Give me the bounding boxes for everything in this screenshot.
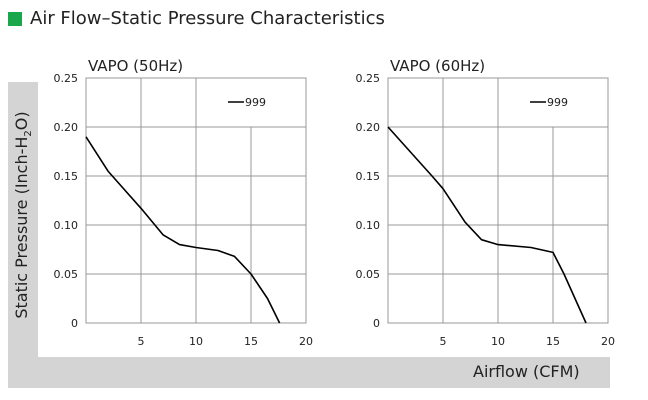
- y-tick-label: 0: [71, 317, 78, 330]
- y-tick-label: 0.05: [356, 268, 381, 281]
- title-marker: [8, 12, 22, 26]
- y-tick-label: 0.25: [356, 72, 381, 85]
- x-tick-label: 10: [491, 335, 505, 348]
- y-tick-label: 0.20: [356, 121, 381, 134]
- series-line-999: [85, 136, 281, 324]
- x-tick-label: 5: [440, 335, 447, 348]
- series-line-999: [387, 126, 587, 324]
- chart-title: VAPO (60Hz): [390, 57, 485, 75]
- y-tick-label: 0: [373, 317, 380, 330]
- y-tick-label: 0.25: [54, 72, 79, 85]
- x-tick-label: 15: [244, 335, 258, 348]
- x-tick-label: 5: [138, 335, 145, 348]
- chart-title: VAPO (50Hz): [88, 57, 183, 75]
- y-tick-label: 0.10: [356, 219, 381, 232]
- x-tick-label: 15: [546, 335, 560, 348]
- y-tick-label: 0.10: [54, 219, 79, 232]
- x-axis-label: Airflow (CFM): [473, 362, 580, 381]
- y-tick-label: 0.20: [54, 121, 79, 134]
- legend-label: 999: [547, 96, 568, 109]
- page-title: Air Flow–Static Pressure Characteristics: [30, 8, 385, 29]
- x-tick-label: 10: [189, 335, 203, 348]
- y-tick-label: 0.15: [54, 170, 79, 183]
- x-tick-label: 20: [299, 335, 313, 348]
- x-tick-label: 20: [601, 335, 615, 348]
- y-tick-label: 0.05: [54, 268, 79, 281]
- y-tick-label: 0.15: [356, 170, 381, 183]
- y-axis-band: [8, 82, 38, 388]
- x-axis-band: [8, 357, 610, 388]
- legend-label: 999: [245, 96, 266, 109]
